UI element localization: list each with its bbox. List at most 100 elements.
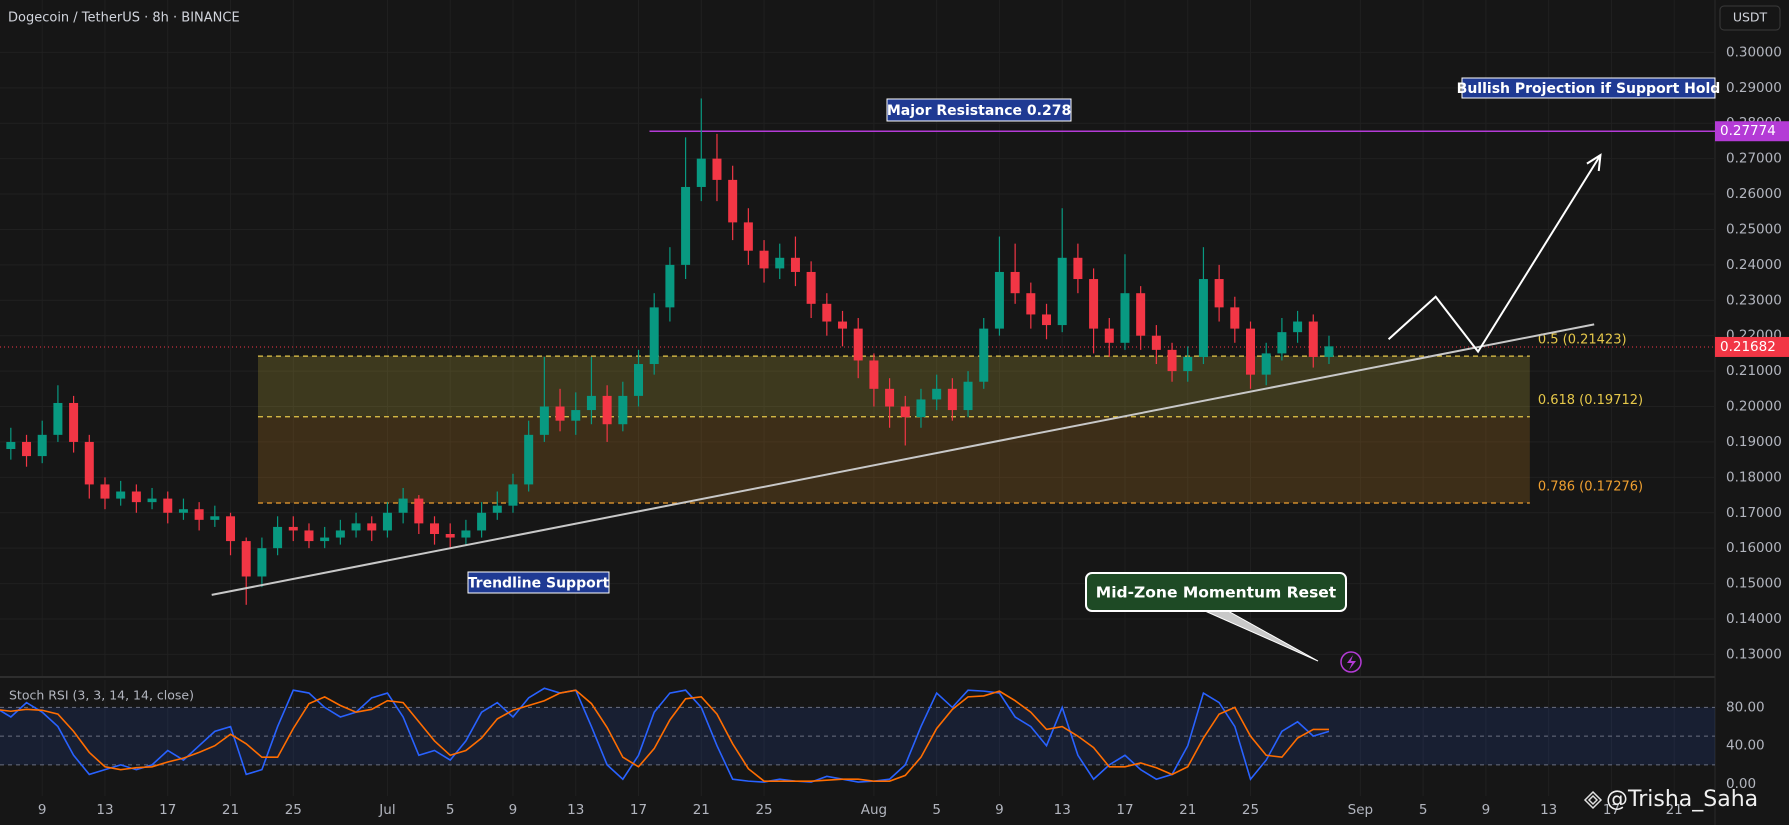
candle-body bbox=[273, 526, 283, 549]
y-tick-label: 0.20000 bbox=[1726, 399, 1782, 415]
candle-body bbox=[508, 484, 518, 506]
x-tick-label: 21 bbox=[222, 802, 239, 818]
candle-body bbox=[524, 434, 534, 485]
candle-body bbox=[1010, 271, 1020, 294]
candle-body bbox=[178, 509, 188, 513]
x-tick-label: 9 bbox=[38, 802, 47, 818]
candle-body bbox=[681, 186, 691, 265]
x-tick-label: 25 bbox=[285, 802, 302, 818]
candle-body bbox=[477, 512, 487, 531]
candle-body bbox=[1214, 279, 1224, 308]
candle-body bbox=[1057, 257, 1067, 326]
resistance-annotation-box bbox=[886, 98, 1072, 122]
stoch-tick-label: 0.00 bbox=[1726, 776, 1756, 792]
candle-body bbox=[22, 441, 32, 457]
y-tick-label: 0.14000 bbox=[1726, 611, 1782, 627]
x-tick-label: Sep bbox=[1348, 802, 1373, 818]
trendline-annotation: Trendline Support bbox=[468, 576, 610, 592]
x-tick-label: 9 bbox=[1482, 802, 1491, 818]
resistance-annotation: Major Resistance 0.278 bbox=[887, 103, 1071, 119]
x-tick-label: 17 bbox=[159, 802, 176, 818]
candle-body bbox=[790, 257, 800, 272]
candle-body bbox=[37, 434, 47, 457]
y-tick-label: 0.30000 bbox=[1726, 44, 1782, 60]
x-tick-label: 5 bbox=[1419, 802, 1428, 818]
candle-body bbox=[194, 509, 204, 520]
trendline bbox=[211, 323, 1595, 596]
fib-label: 0.5 (0.21423) bbox=[1538, 333, 1627, 348]
y-tick-label: 0.27000 bbox=[1726, 151, 1782, 167]
y-tick-label: 0.23000 bbox=[1726, 292, 1782, 308]
candle-body bbox=[602, 395, 612, 425]
candle-body bbox=[1277, 332, 1287, 354]
candle-body bbox=[728, 179, 738, 223]
candle-body bbox=[210, 516, 220, 520]
candle-body bbox=[226, 516, 236, 542]
x-tick-label: 9 bbox=[509, 802, 518, 818]
fib-label: 0.618 (0.19712) bbox=[1538, 393, 1643, 408]
candle-body bbox=[634, 364, 644, 396]
candle-body bbox=[822, 303, 832, 322]
momentum-annotation-box bbox=[1085, 572, 1347, 612]
x-tick-label: 17 bbox=[1603, 802, 1620, 818]
candle-body bbox=[900, 406, 910, 418]
candle-body bbox=[116, 491, 126, 499]
candle-body bbox=[759, 250, 769, 269]
y-tick-label: 0.25000 bbox=[1726, 221, 1782, 237]
y-tick-label: 0.18000 bbox=[1726, 469, 1782, 485]
candle-body bbox=[100, 484, 110, 499]
current-price-box bbox=[1715, 336, 1789, 357]
currency-button[interactable] bbox=[1719, 5, 1781, 31]
candle-body bbox=[1026, 293, 1036, 315]
x-tick-label: 25 bbox=[1242, 802, 1259, 818]
candle-body bbox=[1104, 328, 1114, 343]
candle-body bbox=[712, 158, 722, 180]
fib-label: 0.786 (0.17276) bbox=[1538, 479, 1643, 494]
candle-body bbox=[335, 530, 345, 538]
candle-body bbox=[586, 395, 596, 411]
candle-body bbox=[539, 406, 549, 435]
y-tick-label: 0.21000 bbox=[1726, 363, 1782, 379]
candle-body bbox=[1293, 321, 1303, 333]
candle-body bbox=[163, 498, 173, 513]
candle-body bbox=[445, 534, 455, 538]
candle-body bbox=[430, 523, 440, 535]
candle-body bbox=[414, 498, 424, 524]
projection-annotation-box bbox=[1461, 77, 1716, 99]
alert-icon bbox=[1340, 651, 1362, 673]
candle-body bbox=[351, 523, 361, 531]
candle-body bbox=[1120, 293, 1130, 343]
candle-body bbox=[994, 271, 1004, 329]
candle-body bbox=[869, 360, 879, 389]
candle-body bbox=[84, 441, 94, 485]
candle-body bbox=[1042, 314, 1052, 326]
candle-body bbox=[1167, 349, 1177, 372]
y-tick-label: 0.17000 bbox=[1726, 505, 1782, 521]
candle-body bbox=[916, 399, 926, 418]
stoch-tick-label: 40.00 bbox=[1726, 738, 1765, 754]
candle-body bbox=[257, 548, 267, 577]
projection-annotation: Bullish Projection if Support Hold bbox=[1457, 81, 1721, 97]
candle-body bbox=[6, 441, 16, 450]
candle-body bbox=[69, 402, 79, 442]
candle-body bbox=[1261, 353, 1271, 375]
y-tick-label: 0.24000 bbox=[1726, 257, 1782, 273]
resistance-price: 0.27774 bbox=[1720, 123, 1776, 139]
y-tick-label: 0.16000 bbox=[1726, 540, 1782, 556]
candle-body bbox=[885, 388, 895, 407]
candle-body bbox=[1136, 293, 1146, 336]
candle-body bbox=[618, 395, 628, 425]
currency[interactable]: USDT bbox=[1733, 10, 1768, 25]
projection-path bbox=[1387, 154, 1602, 354]
fib-zone bbox=[257, 416, 1530, 503]
trendline-annotation-box bbox=[467, 571, 610, 594]
watermark: @Trisha_Saha bbox=[1606, 787, 1758, 812]
candle-body bbox=[461, 530, 471, 538]
candle-body bbox=[1089, 279, 1099, 329]
candle-body bbox=[853, 328, 863, 361]
x-tick-label: 5 bbox=[932, 802, 941, 818]
indicator-title: Stoch RSI (3, 3, 14, 14, close) bbox=[9, 688, 194, 703]
x-tick-label: Aug bbox=[861, 802, 887, 818]
